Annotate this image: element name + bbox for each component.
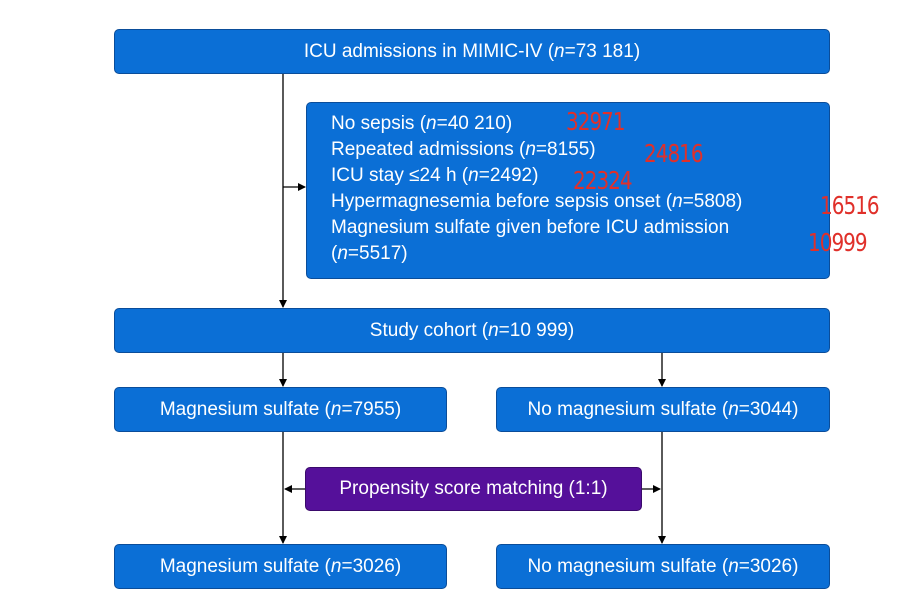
- matched-no-magnesium-box: No magnesium sulfate (n=3026): [496, 544, 830, 589]
- propensity-matching-box: Propensity score matching (1:1): [305, 467, 642, 511]
- exclusion-hypermagnesemia: Hypermagnesemia before sepsis onset (n=5…: [331, 191, 743, 212]
- matched-magnesium-label: Magnesium sulfate (n=3026): [159, 555, 402, 577]
- study-cohort-label: Study cohort (n=10 999): [369, 319, 575, 341]
- study-cohort-box: Study cohort (n=10 999): [114, 308, 830, 353]
- no-magnesium-group-box: No magnesium sulfate (n=3044): [496, 387, 830, 432]
- annotation-remaining-1: 32971: [566, 106, 626, 136]
- exclusions-box: No sepsis (n=40 210) Repeated admissions…: [306, 102, 830, 279]
- matched-magnesium-box: Magnesium sulfate (n=3026): [114, 544, 447, 589]
- exclusion-icu-stay: ICU stay ≤24 h (n=2492): [331, 165, 539, 186]
- no-magnesium-group-label: No magnesium sulfate (n=3044): [527, 398, 799, 420]
- exclusion-no-sepsis: No sepsis (n=40 210): [331, 113, 513, 134]
- annotation-remaining-3: 22324: [573, 165, 633, 195]
- magnesium-group-box: Magnesium sulfate (n=7955): [114, 387, 447, 432]
- icu-admissions-box: ICU admissions in MIMIC-IV (n=73 181): [114, 29, 830, 74]
- exclusion-magnesium-before-icu-count: (n=5517): [331, 243, 408, 264]
- exclusion-magnesium-before-icu: Magnesium sulfate given before ICU admis…: [331, 217, 730, 238]
- matched-no-magnesium-label: No magnesium sulfate (n=3026): [527, 555, 799, 577]
- exclusion-repeated-admissions: Repeated admissions (n=8155): [331, 139, 596, 160]
- annotation-remaining-5: 10999: [808, 227, 868, 257]
- magnesium-group-label: Magnesium sulfate (n=7955): [159, 398, 402, 420]
- icu-admissions-label: ICU admissions in MIMIC-IV (n=73 181): [303, 40, 641, 62]
- propensity-matching-label: Propensity score matching (1:1): [339, 478, 608, 499]
- annotation-remaining-4: 16516: [820, 190, 880, 220]
- annotation-remaining-2: 24816: [644, 138, 704, 168]
- exclusions-list: No sepsis (n=40 210) Repeated admissions…: [307, 103, 742, 267]
